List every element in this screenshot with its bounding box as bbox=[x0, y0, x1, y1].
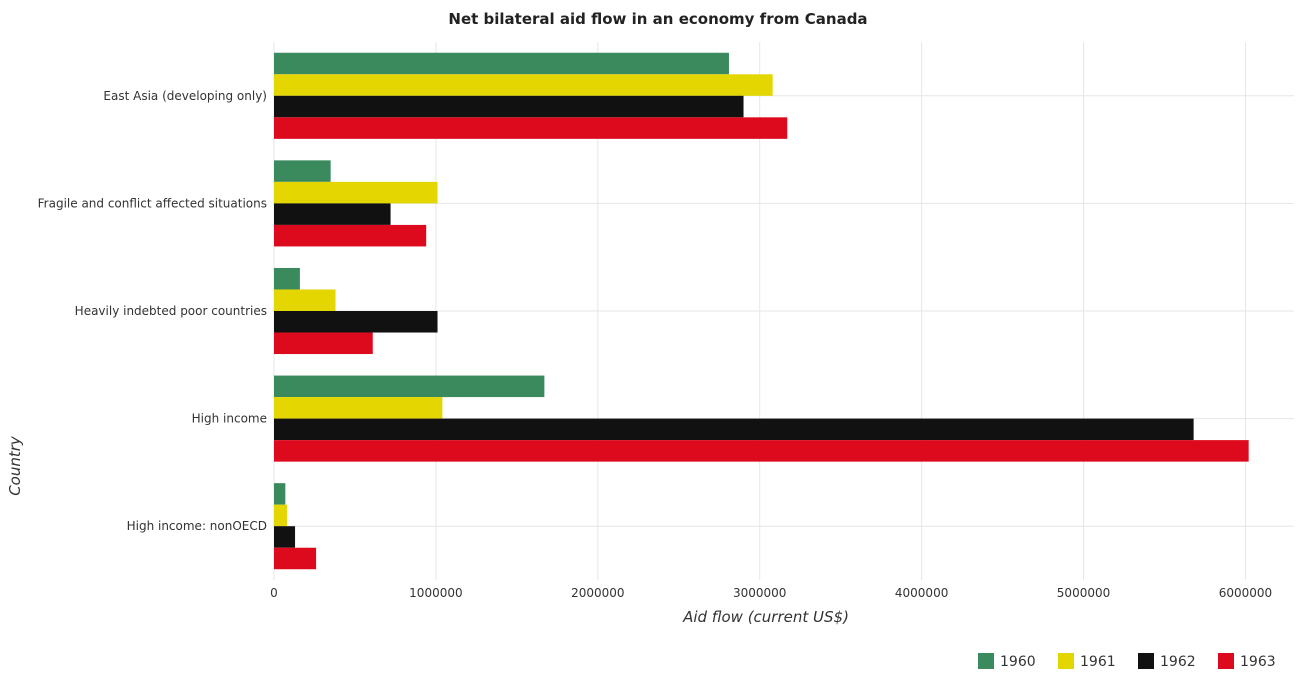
chart-title: Net bilateral aid flow in an economy fro… bbox=[448, 10, 867, 28]
legend-label-1960: 1960 bbox=[1000, 654, 1036, 670]
bar-1963 bbox=[274, 224, 427, 247]
x-tick-labels: 0 1000000 2000000 3000000 4000000 5000000 6000… bbox=[270, 586, 1272, 600]
bar-1960 bbox=[274, 483, 286, 505]
x-tick-label: 5000000 bbox=[1057, 586, 1110, 600]
bar-1962 bbox=[274, 418, 1194, 441]
legend-swatch-1963 bbox=[1218, 653, 1234, 669]
legend: 1960 1961 1962 1963 bbox=[978, 653, 1276, 670]
bar-1960 bbox=[274, 160, 331, 182]
y-tick-label: High income: nonOECD bbox=[127, 519, 267, 533]
legend-label-1962: 1962 bbox=[1160, 654, 1196, 670]
x-tick-label: 4000000 bbox=[895, 586, 948, 600]
bar-1960 bbox=[274, 52, 729, 75]
y-tick-label: Fragile and conflict affected situations bbox=[38, 196, 267, 210]
bar-1961 bbox=[274, 289, 336, 311]
bar-1960 bbox=[274, 267, 300, 290]
legend-swatch-1961 bbox=[1058, 653, 1074, 669]
bar-1960 bbox=[274, 375, 545, 398]
legend-label-1961: 1961 bbox=[1080, 654, 1116, 670]
legend-swatch-1962 bbox=[1138, 653, 1154, 669]
bar-1962 bbox=[274, 311, 438, 333]
bar-1961 bbox=[274, 504, 287, 527]
legend-label-1963: 1963 bbox=[1240, 654, 1276, 670]
bars bbox=[274, 52, 1249, 570]
bar-1962 bbox=[274, 95, 744, 118]
y-tick-label: East Asia (developing only) bbox=[103, 89, 267, 103]
bar-1963 bbox=[274, 117, 788, 139]
y-tick-label: Heavily indebted poor countries bbox=[75, 304, 267, 318]
x-tick-label: 0 bbox=[270, 586, 278, 600]
bar-1963 bbox=[274, 332, 373, 355]
y-tick-labels: East Asia (developing only) Fragile and c… bbox=[38, 89, 267, 533]
y-axis-label: Country bbox=[6, 435, 24, 496]
bar-1961 bbox=[274, 181, 438, 204]
y-tick-label: High income bbox=[192, 412, 267, 426]
legend-swatch-1960 bbox=[978, 653, 994, 669]
bar-1961 bbox=[274, 397, 443, 419]
x-tick-label: 3000000 bbox=[733, 586, 786, 600]
bar-1962 bbox=[274, 203, 391, 225]
x-axis-label: Aid flow (current US$) bbox=[682, 608, 849, 626]
x-tick-label: 1000000 bbox=[409, 586, 462, 600]
x-tick-label: 6000000 bbox=[1219, 586, 1272, 600]
x-tick-label: 2000000 bbox=[571, 586, 624, 600]
bar-1961 bbox=[274, 74, 773, 96]
bar-1963 bbox=[274, 547, 317, 570]
bar-1963 bbox=[274, 440, 1249, 462]
bar-1962 bbox=[274, 526, 296, 548]
